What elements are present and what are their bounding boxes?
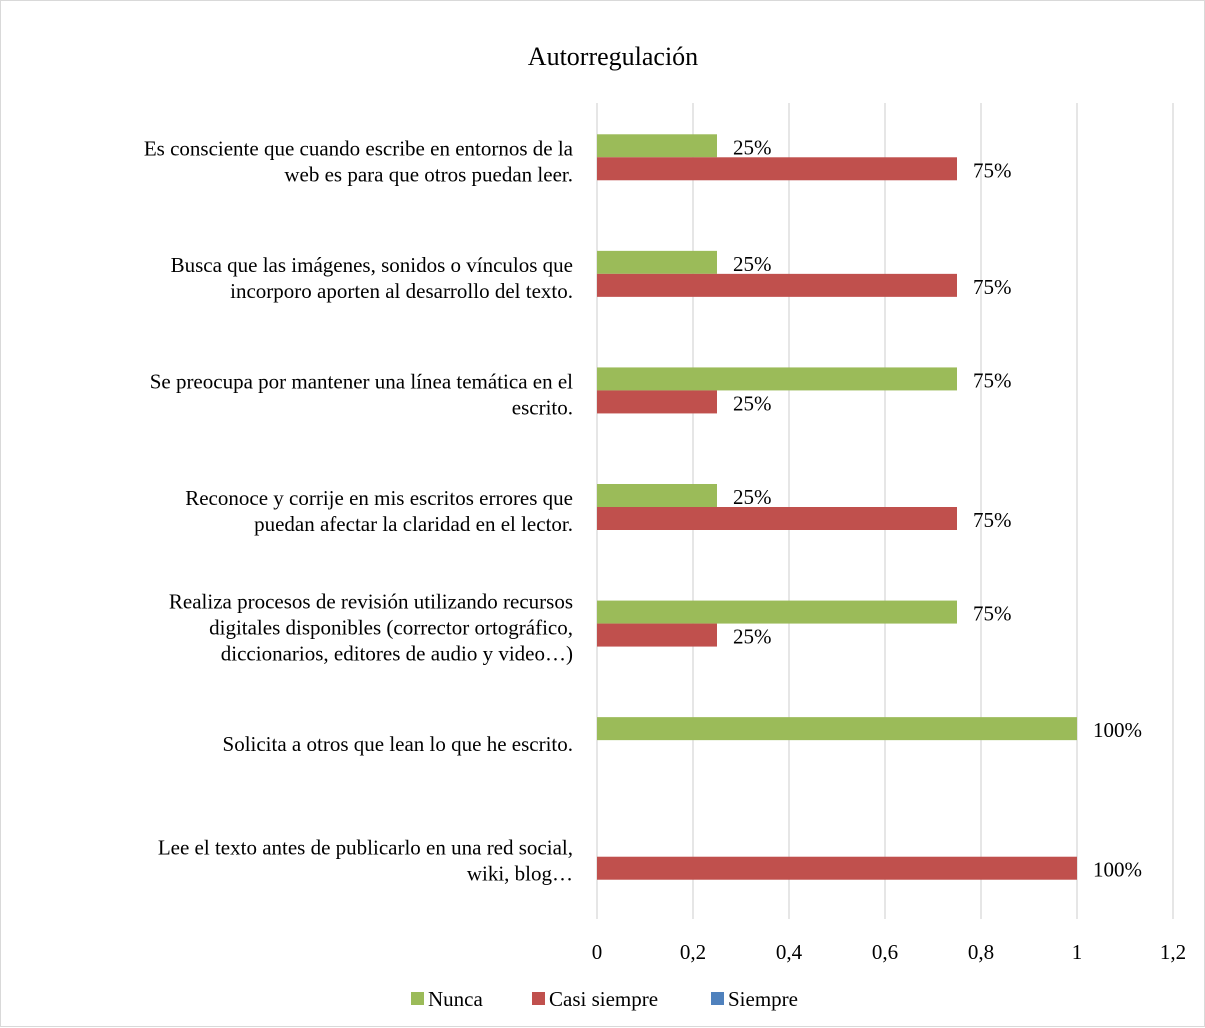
bar-nunca <box>597 484 717 507</box>
bar-casi-siempre <box>597 623 717 647</box>
data-label: 25% <box>733 625 772 649</box>
legend-label: Casi siempre <box>549 987 658 1011</box>
data-label: 75% <box>973 275 1012 299</box>
category-label-line: digitales disponibles (corrector ortográ… <box>209 616 573 640</box>
bar-nunca <box>597 717 1077 741</box>
data-label: 25% <box>733 135 772 159</box>
bar-nunca <box>597 367 957 391</box>
category-label-line: escrito. <box>512 395 573 419</box>
category-label: Es consciente que cuando escribe en ento… <box>144 136 574 186</box>
data-labels: 25% 75% 25% 75% 75% 25% 25% 75% 75% 25% 100% 100% <box>733 135 1142 881</box>
legend-swatch <box>711 992 724 1005</box>
category-label-line: Reconoce y corrije en mis escritos error… <box>185 486 573 510</box>
category-label-line: Solicita a otros que lean lo que he escr… <box>223 732 573 756</box>
category-label-line: web es para que otros puedan leer. <box>284 162 573 186</box>
category-label-line: Busca que las imágenes, sonidos o víncul… <box>171 253 573 277</box>
category-labels: Es consciente que cuando escribe en ento… <box>144 136 574 885</box>
bar-casi-siempre <box>597 507 957 530</box>
category-label-line: diccionarios, editores de audio y video…… <box>221 642 573 666</box>
chart-title: Autorregulación <box>528 42 698 71</box>
data-label: 75% <box>973 602 1012 626</box>
x-tick-label: 0,6 <box>872 940 898 964</box>
legend: Nunca Casi siempre Siempre <box>411 987 798 1011</box>
category-label-line: Es consciente que cuando escribe en ento… <box>144 136 574 160</box>
bar-casi-siempre <box>597 856 1077 880</box>
data-label: 75% <box>973 158 1012 182</box>
data-label: 100% <box>1093 858 1142 882</box>
bar-casi-siempre <box>597 157 957 181</box>
category-label-line: Lee el texto antes de publicarlo en una … <box>158 836 573 860</box>
x-tick-label: 0,4 <box>776 940 803 964</box>
category-label-line: Se preocupa por mantener una línea temát… <box>150 369 573 393</box>
category-label: Se preocupa por mantener una línea temát… <box>150 369 573 419</box>
data-label: 75% <box>973 508 1012 532</box>
category-label-line: puedan afectar la claridad en el lector. <box>254 512 573 536</box>
bar-casi-siempre <box>597 273 957 297</box>
category-label-line: incorporo aporten al desarrollo del text… <box>230 279 573 303</box>
category-label: Solicita a otros que lean lo que he escr… <box>223 732 573 756</box>
bar-nunca <box>597 134 717 158</box>
x-tick-label: 1,2 <box>1160 940 1186 964</box>
bar-nunca <box>597 600 957 624</box>
data-label: 25% <box>733 252 772 276</box>
category-label: Realiza procesos de revisión utilizando … <box>169 590 573 666</box>
x-tick-label: 0,8 <box>968 940 994 964</box>
data-label: 25% <box>733 485 772 509</box>
x-axis-tick-labels: 0 0,2 0,4 0,6 0,8 1 1,2 <box>592 940 1186 964</box>
category-label: Busca que las imágenes, sonidos o víncul… <box>171 253 573 303</box>
legend-swatch <box>532 992 545 1005</box>
bars <box>597 134 1077 880</box>
category-label: Reconoce y corrije en mis escritos error… <box>185 486 573 536</box>
x-tick-label: 1 <box>1072 940 1083 964</box>
bar-nunca <box>597 250 717 274</box>
category-label-line: Realiza procesos de revisión utilizando … <box>169 590 573 614</box>
category-label: Lee el texto antes de publicarlo en una … <box>158 836 573 886</box>
data-label: 75% <box>973 368 1012 392</box>
legend-swatch <box>411 992 424 1005</box>
bar-casi-siempre <box>597 390 717 414</box>
data-label: 25% <box>733 391 772 415</box>
x-tick-label: 0 <box>592 940 603 964</box>
legend-label: Siempre <box>728 987 798 1011</box>
category-label-line: wiki, blog… <box>467 862 573 886</box>
x-tick-label: 0,2 <box>680 940 706 964</box>
legend-label: Nunca <box>428 987 483 1011</box>
data-label: 100% <box>1093 718 1142 742</box>
